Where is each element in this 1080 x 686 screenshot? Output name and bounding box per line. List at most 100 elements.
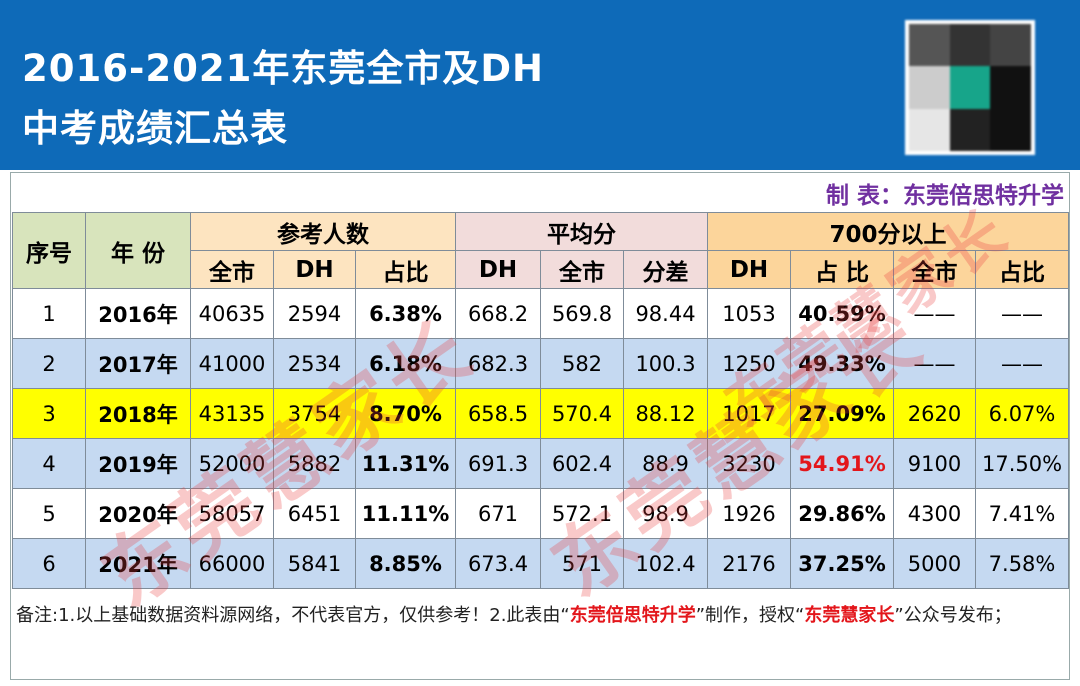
sub-header: 分差 (622, 250, 709, 289)
cell: 2021年 (85, 538, 191, 589)
cell: 2176 (707, 538, 792, 589)
data-row: 1 2016年 40635 2594 6.38% 668.2 569.8 98.44 1053 4… (12, 288, 1070, 339)
cell: 98.44 (622, 288, 709, 339)
cell: 3230 (707, 438, 792, 489)
data-row: 5 2020年 58057 6451 11.11% 671 572.1 98.9 1926 29.… (12, 488, 1070, 539)
cell: 2 (12, 338, 86, 389)
cell: 8.85% (355, 538, 456, 589)
sub-header: DH (273, 250, 356, 289)
cell: 5 (12, 488, 86, 539)
cell: 17.50% (975, 438, 1070, 489)
title-line: 2016-2021年东莞全市及DH (22, 47, 544, 90)
note-part: ”公众号发布； (894, 605, 1012, 626)
group-header: 序号 (12, 212, 86, 289)
cell: 671 (455, 488, 541, 539)
group-header: 参考人数 (190, 212, 456, 251)
cell: 1 (12, 288, 86, 339)
cell: 9100 (893, 438, 977, 489)
cell: 40635 (190, 288, 274, 339)
cell: 691.3 (455, 438, 541, 489)
score-table: 序号年 份参考人数 平均分 700分以上 全市 DH 占比 DH 全市 分差 DH 占 比全市 占比 … (12, 212, 1070, 589)
group-header: 平均分 (454, 212, 709, 251)
cell: 2534 (273, 338, 356, 389)
cell: 40.59% (790, 288, 895, 339)
maker: 制 表：东莞倍思特升学 (825, 183, 1064, 209)
cell: 569.8 (540, 288, 624, 339)
sub-header: 全市 (540, 250, 624, 289)
title-line: 中考成绩汇总表 (22, 107, 288, 150)
header-band: 2016-2021年东莞全市及DH 中考成绩汇总表 (0, 0, 1080, 170)
table-frame (10, 172, 1070, 680)
cell: 5841 (273, 538, 356, 589)
cell: 11.31% (355, 438, 456, 489)
cell: 102.4 (622, 538, 709, 589)
cell: 66000 (190, 538, 274, 589)
cell: 2594 (273, 288, 356, 339)
cell: 602.4 (540, 438, 624, 489)
sub-header: 占比 (975, 250, 1070, 289)
sub-header: 全市 (893, 250, 977, 289)
cell: —— (975, 288, 1070, 339)
cell: 4300 (893, 488, 977, 539)
cell: 8.70% (355, 388, 456, 439)
data-row: 4 2019年 52000 5882 11.31% 691.3 602.4 88.9 3230 5… (12, 438, 1070, 489)
cell: 1017 (707, 388, 792, 439)
cell: 41000 (190, 338, 274, 389)
cell: —— (975, 338, 1070, 389)
cell: 58057 (190, 488, 274, 539)
cell: 2016年 (85, 288, 191, 339)
cell: 570.4 (540, 388, 624, 439)
cell: 37.25% (790, 538, 895, 589)
cell: 2017年 (85, 338, 191, 389)
cell: 673.4 (455, 538, 541, 589)
cell: 100.3 (622, 338, 709, 389)
cell: 1926 (707, 488, 792, 539)
cell: 4 (12, 438, 86, 489)
group-header: 700分以上 (707, 212, 1070, 251)
note-part: 备注:1.以上基础数据资料源网络，不代表官方，仅供参考！2.此表由“ (16, 605, 570, 626)
cell: 6 (12, 538, 86, 589)
cell: 6451 (273, 488, 356, 539)
cell: 668.2 (455, 288, 541, 339)
sub-header: DH (455, 250, 541, 289)
cell: 52000 (190, 438, 274, 489)
sub-header: 占 比 (790, 250, 895, 289)
cell: 2020年 (85, 488, 191, 539)
cell: 3754 (273, 388, 356, 439)
sub-header: 全市 (190, 250, 274, 289)
cell: 88.12 (622, 388, 709, 439)
cell: 54.91% (790, 438, 895, 489)
cell: 49.33% (790, 338, 895, 389)
cell: 5882 (273, 438, 356, 489)
note-part: ”制作，授权“ (695, 605, 805, 626)
data-row: 2 2017年 41000 2534 6.18% 682.3 582 100.3 1250 49.… (12, 338, 1070, 389)
cell: 682.3 (455, 338, 541, 389)
cell: 7.58% (975, 538, 1070, 589)
cell: 5000 (893, 538, 977, 589)
cell: 11.11% (355, 488, 456, 539)
group-header: 年 份 (85, 212, 191, 289)
cell: —— (893, 288, 977, 339)
cell: 1053 (707, 288, 792, 339)
cell: 98.9 (622, 488, 709, 539)
sub-header: 占比 (355, 250, 456, 289)
cell: 1250 (707, 338, 792, 389)
note-part: 东莞慧家长 (804, 605, 895, 626)
cell: 572.1 (540, 488, 624, 539)
data-row: 3 2018年 43135 3754 8.70% 658.5 570.4 88.12 1017 2… (12, 388, 1070, 439)
cell: 2018年 (85, 388, 191, 439)
cell: 582 (540, 338, 624, 389)
cell: —— (893, 338, 977, 389)
cell: 6.07% (975, 388, 1070, 439)
cell: 2019年 (85, 438, 191, 489)
cell: 43135 (190, 388, 274, 439)
cell: 6.38% (355, 288, 456, 339)
cell: 2620 (893, 388, 977, 439)
cell: 27.09% (790, 388, 895, 439)
cell: 571 (540, 538, 624, 589)
cell: 3 (12, 388, 86, 439)
qr-code (905, 20, 1035, 155)
cell: 88.9 (622, 438, 709, 489)
header-row: 全市 DH 占比 DH 全市 分差 DH 占 比全市 占比 (13, 250, 1070, 289)
